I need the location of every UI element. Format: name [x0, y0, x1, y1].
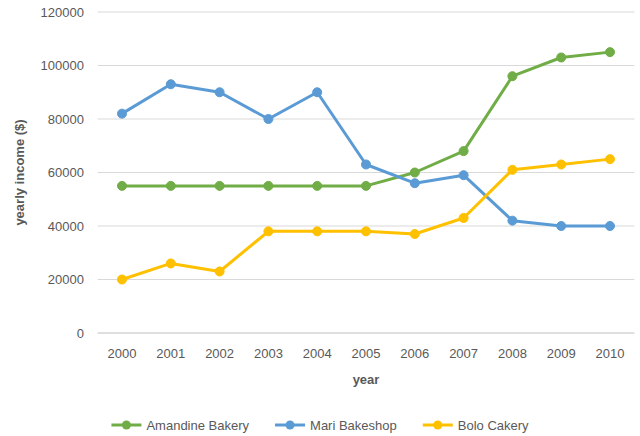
point	[508, 165, 517, 174]
legend-label: Mari Bakeshop	[310, 418, 397, 433]
point	[362, 227, 371, 236]
x-tick-label: 2009	[547, 346, 576, 361]
x-tick-label: 2004	[303, 346, 332, 361]
plot-area	[118, 48, 615, 284]
series-line	[122, 159, 610, 279]
x-tick-label: 2000	[108, 346, 137, 361]
point	[410, 230, 419, 239]
x-tick-label: 2007	[449, 346, 478, 361]
point	[606, 48, 615, 57]
point	[215, 181, 224, 190]
grid-line	[98, 279, 635, 280]
legend-label: Amandine Bakery	[146, 418, 249, 433]
point	[313, 227, 322, 236]
point	[166, 259, 175, 268]
point	[459, 171, 468, 180]
point	[264, 227, 273, 236]
point	[459, 213, 468, 222]
point	[264, 181, 273, 190]
point	[508, 72, 517, 81]
y-tick-label: 80000	[48, 112, 84, 127]
legend-marker	[433, 421, 442, 430]
point	[362, 181, 371, 190]
point	[410, 168, 419, 177]
point	[264, 115, 273, 124]
point	[313, 181, 322, 190]
legend-marker	[122, 421, 131, 430]
y-axis-title: yearly income ($)	[12, 119, 27, 225]
grid-line	[98, 172, 635, 173]
legend-marker	[286, 421, 295, 430]
legend-label: Bolo Cakery	[458, 418, 529, 433]
point	[313, 88, 322, 97]
y-tick-label: 40000	[48, 219, 84, 234]
point	[606, 222, 615, 231]
grid-line	[98, 65, 635, 66]
x-tick-label: 2005	[352, 346, 381, 361]
chart: 0 20000 40000 60000 80000 100000 120000 2000 200…	[0, 0, 640, 436]
point	[606, 155, 615, 164]
point	[166, 80, 175, 89]
point	[410, 179, 419, 188]
y-tick-label: 100000	[41, 58, 84, 73]
x-tick-label: 2001	[156, 346, 185, 361]
point	[118, 181, 127, 190]
legend: Amandine Bakery Mari Bakeshop Bolo Cakery	[111, 418, 529, 433]
y-tick-label: 20000	[48, 272, 84, 287]
point	[118, 109, 127, 118]
y-tick-label: 120000	[41, 5, 84, 20]
grid-line	[98, 119, 635, 120]
x-axis-title: year	[353, 372, 380, 387]
y-tick-label: 0	[77, 326, 84, 341]
point	[557, 53, 566, 62]
point	[362, 160, 371, 169]
x-tick-label: 2008	[498, 346, 527, 361]
point	[557, 222, 566, 231]
x-axis-line	[98, 333, 635, 334]
grid-line	[98, 12, 635, 13]
point	[557, 160, 566, 169]
series-line	[122, 84, 610, 226]
x-tick-label: 2010	[596, 346, 625, 361]
point	[459, 147, 468, 156]
x-tick-label: 2002	[205, 346, 234, 361]
point	[215, 267, 224, 276]
point	[215, 88, 224, 97]
point	[508, 216, 517, 225]
point	[118, 275, 127, 284]
point	[166, 181, 175, 190]
x-tick-label: 2006	[400, 346, 429, 361]
x-tick-label: 2003	[254, 346, 283, 361]
y-tick-label: 60000	[48, 165, 84, 180]
